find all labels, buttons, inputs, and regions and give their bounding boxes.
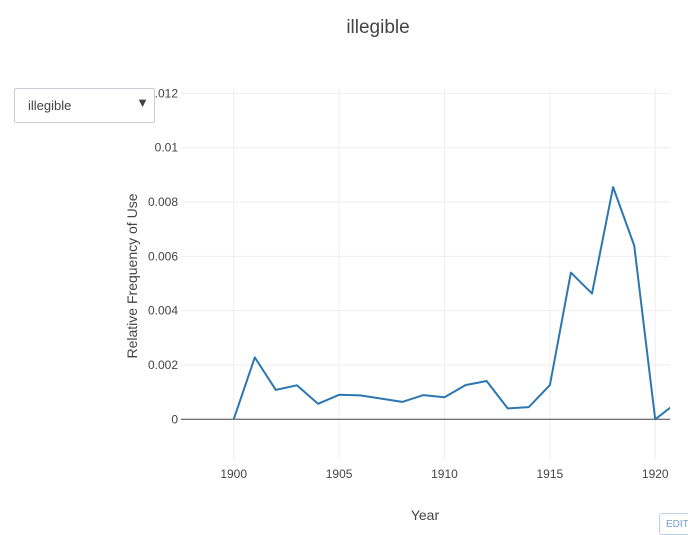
- y-tick-label: 0.004: [148, 304, 178, 318]
- y-tick-label: 0.01: [155, 141, 179, 155]
- y-axis-title: Relative Frequency of Use: [124, 193, 140, 358]
- y-tick-label: 0.006: [148, 249, 178, 263]
- y-tick-label: 0: [171, 412, 178, 426]
- term-dropdown-value: illegible: [28, 98, 72, 113]
- x-tick-labels: 1900 1905 1910 1915 1920: [220, 467, 669, 481]
- x-tick-label: 1910: [431, 467, 458, 481]
- x-tick-label: 1915: [537, 467, 564, 481]
- grid: [181, 88, 670, 460]
- y-tick-label: 0.002: [148, 358, 178, 372]
- series-line-illegible: [232, 186, 670, 421]
- y-tick-label: 0.012: [148, 86, 178, 100]
- chart-title: illegible: [346, 17, 409, 38]
- x-tick-label: 1900: [220, 467, 247, 481]
- y-tick-label: 0.008: [148, 195, 178, 209]
- chevron-down-icon: ▼: [136, 95, 149, 110]
- x-axis-title: Year: [411, 507, 440, 523]
- y-tick-labels: 0 0.002 0.004 0.006 0.008 0.01 0.012: [148, 86, 178, 426]
- term-dropdown[interactable]: illegible ▼: [14, 88, 155, 123]
- x-tick-label: 1920: [642, 467, 669, 481]
- x-tick-label: 1905: [326, 467, 353, 481]
